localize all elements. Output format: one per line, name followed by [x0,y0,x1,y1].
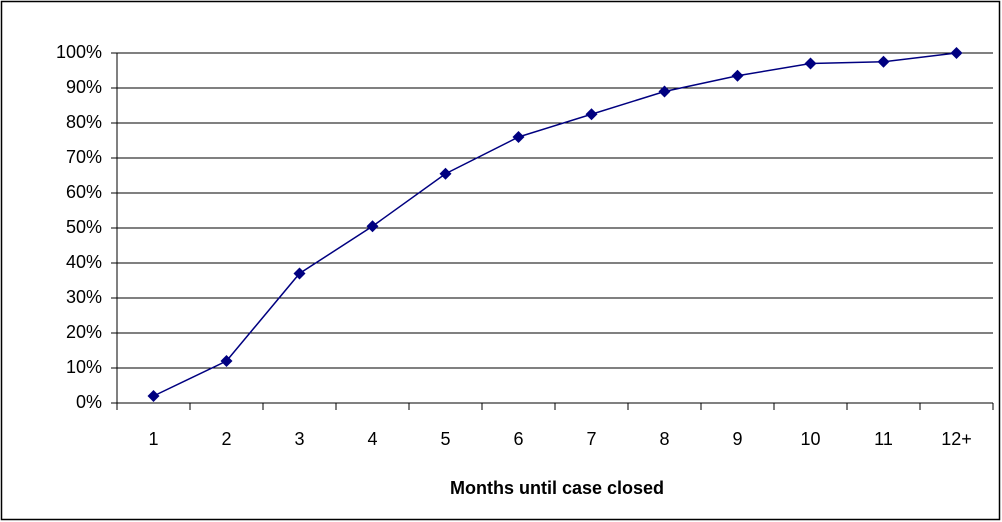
y-tick-label: 70% [66,147,102,167]
data-point [366,220,379,233]
y-tick-label: 60% [66,182,102,202]
data-point [147,390,160,402]
data-point [439,167,452,180]
x-axis-title: Months until case closed [450,478,664,498]
x-tick-label: 10 [800,429,820,449]
y-tick-label: 30% [66,287,102,307]
x-tick-label: 8 [659,429,669,449]
x-tick-label: 5 [440,429,450,449]
data-point [585,108,598,121]
x-tick-label: 4 [367,429,377,449]
data-point [877,55,890,68]
y-tick-label: 50% [66,217,102,237]
y-tick-label: 20% [66,322,102,342]
x-tick-label: 3 [294,429,304,449]
data-point [658,85,671,98]
data-point [220,355,233,367]
x-tick-label: 12+ [941,429,972,449]
y-tick-label: 40% [66,252,102,272]
data-point [512,131,525,143]
x-tick-label: 9 [732,429,742,449]
y-tick-label: 80% [66,112,102,132]
data-point [731,69,744,82]
y-tick-label: 90% [66,77,102,97]
x-tick-label: 7 [586,429,596,449]
series-line [153,52,957,397]
x-tick-label: 2 [221,429,231,449]
data-point [293,267,306,280]
y-tick-label: 10% [66,357,102,377]
x-tick-label: 11 [874,429,893,449]
y-tick-label: 0% [76,392,102,412]
y-tick-label: 100% [56,42,102,62]
data-point [950,47,963,59]
x-tick-label: 6 [513,429,523,449]
data-point [804,57,817,70]
x-tick-label: 1 [148,429,158,449]
